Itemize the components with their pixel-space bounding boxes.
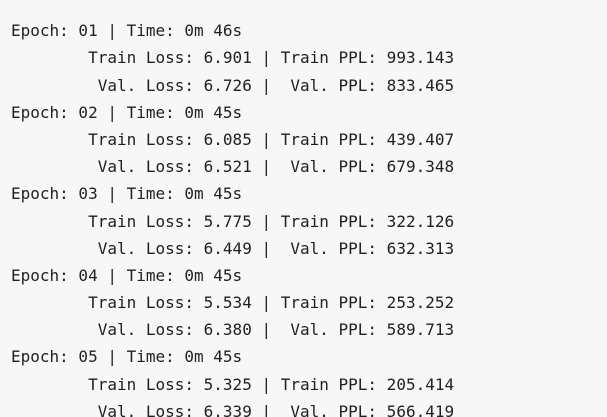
log-line-epoch-header: Epoch: 04 | Time: 0m 45s (11, 265, 243, 285)
log-line-train-metrics: Train Loss: 6.901 | Train PPL: 993.143 (11, 48, 455, 68)
log-line-val-metrics: Val. Loss: 6.339 | Val. PPL: 566.419 (11, 401, 455, 417)
log-line-train-metrics: Train Loss: 5.325 | Train PPL: 205.414 (11, 374, 455, 394)
log-line-epoch-header: Epoch: 03 | Time: 0m 45s (11, 184, 243, 204)
log-line-epoch-header: Epoch: 05 | Time: 0m 45s (11, 347, 243, 367)
training-log-output: Epoch: 01 | Time: 0m 46s Train Loss: 6.9… (11, 0, 601, 417)
log-line-epoch-header: Epoch: 02 | Time: 0m 45s (11, 102, 243, 122)
log-line-val-metrics: Val. Loss: 6.521 | Val. PPL: 679.348 (11, 157, 455, 177)
log-line (11, 0, 601, 17)
log-line-train-metrics: Train Loss: 6.085 | Train PPL: 439.407 (11, 129, 455, 149)
log-line-epoch-header: Epoch: 01 | Time: 0m 46s (11, 21, 243, 41)
log-line-val-metrics: Val. Loss: 6.380 | Val. PPL: 589.713 (11, 320, 455, 340)
log-line-train-metrics: Train Loss: 5.775 | Train PPL: 322.126 (11, 211, 455, 231)
log-line-val-metrics: Val. Loss: 6.449 | Val. PPL: 632.313 (11, 238, 455, 258)
log-line-train-metrics: Train Loss: 5.534 | Train PPL: 253.252 (11, 293, 455, 313)
log-line-val-metrics: Val. Loss: 6.726 | Val. PPL: 833.465 (11, 75, 455, 95)
